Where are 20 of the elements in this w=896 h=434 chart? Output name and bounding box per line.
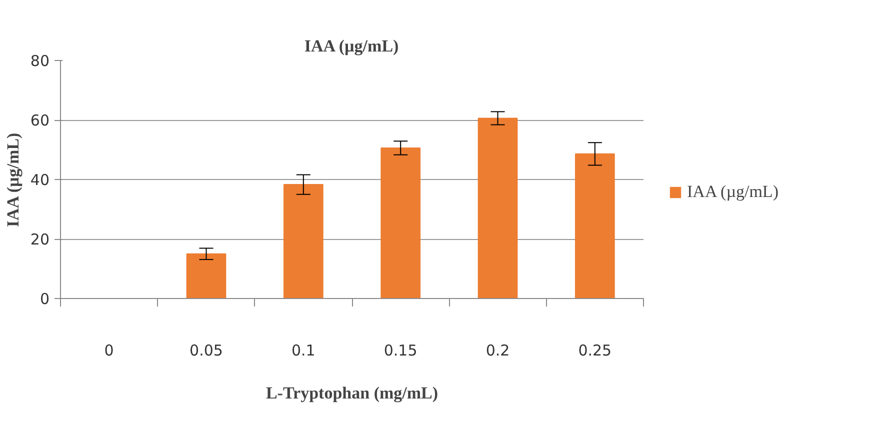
- bar: [380, 147, 421, 298]
- chart-title: IAA (µg/mL): [304, 36, 399, 56]
- x-tick-label: 0.1: [291, 342, 316, 360]
- x-axis-title: L-Tryptophan (mg/mL): [266, 384, 438, 402]
- bar: [574, 153, 615, 298]
- x-tick-label: 0.15: [384, 342, 418, 360]
- y-axis-title: IAA (µg/mL): [3, 132, 22, 228]
- y-tick-label: 80: [30, 52, 50, 70]
- x-tick-label: 0.2: [486, 342, 510, 360]
- x-tick-label: 0: [104, 342, 114, 360]
- bar: [283, 184, 324, 298]
- bar: [186, 253, 226, 298]
- legend-label: IAA (µg/mL): [687, 182, 778, 202]
- bar: [478, 118, 518, 298]
- x-tick-label: 0.25: [578, 342, 612, 360]
- y-tick-label: 20: [30, 230, 50, 248]
- x-tick-label: 0.05: [190, 342, 223, 360]
- y-tick-label: 0: [40, 290, 50, 308]
- y-tick-label: 40: [30, 171, 50, 189]
- y-tick-label: 60: [30, 112, 50, 130]
